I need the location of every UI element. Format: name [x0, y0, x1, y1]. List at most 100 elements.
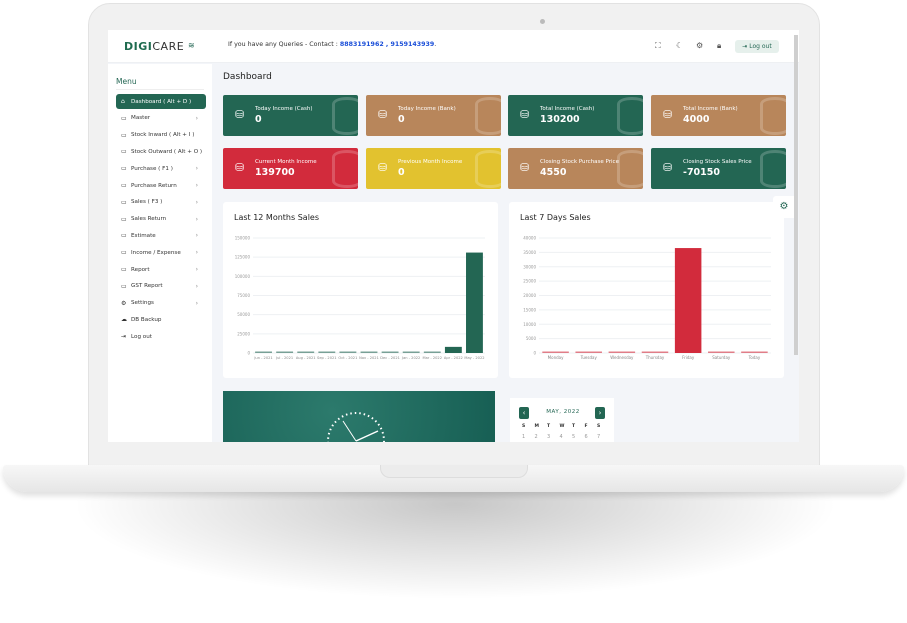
lock-icon[interactable]: 🔒︎: [717, 41, 722, 50]
analog-clock-icon: [327, 412, 385, 442]
sidebar-item[interactable]: ▭ Purchase Return ›: [116, 178, 206, 193]
bar: [741, 351, 768, 353]
calendar-prev-button[interactable]: ‹: [519, 407, 529, 419]
theme-settings-gear-icon[interactable]: ⚙: [773, 196, 795, 218]
x-tick-label: Apr - 2022: [444, 356, 463, 360]
bar: [402, 351, 420, 353]
y-tick-label: 75000: [237, 293, 250, 298]
database-watermark-icon: [617, 150, 643, 188]
sidebar-item[interactable]: ▭ Purchase ( F1 ) ›: [116, 161, 206, 176]
stat-value: 4000: [683, 114, 710, 125]
sidebar-item[interactable]: ⇥ Log out: [116, 329, 206, 344]
bar: [608, 351, 636, 353]
sidebar-item-label: Sales Return: [131, 216, 167, 223]
chart-title: Last 12 Months Sales: [234, 213, 320, 222]
x-tick-label: May - 2022: [464, 356, 484, 360]
sidebar-item[interactable]: ▭ Sales Return ›: [116, 212, 206, 227]
sidebar-item[interactable]: ▭ Sales ( F3 ) ›: [116, 195, 206, 210]
x-tick-label: Aug - 2021: [296, 356, 316, 360]
stat-value: -70150: [683, 167, 720, 178]
dark-mode-icon[interactable]: ☾: [676, 41, 684, 50]
bar: [381, 351, 399, 353]
y-tick-label: 125000: [235, 255, 251, 260]
bar: [255, 351, 272, 353]
top-header: DIGICARE ≋ If you have any Queries - Con…: [108, 30, 799, 63]
stat-value: 0: [255, 114, 262, 125]
sidebar-item[interactable]: ▭ Report ›: [116, 262, 206, 277]
y-tick-label: 30000: [523, 264, 536, 269]
fullscreen-icon[interactable]: ⛶: [655, 41, 661, 50]
chevron-right-icon: ›: [195, 114, 198, 122]
monitor-icon: ▭: [121, 165, 127, 173]
chevron-right-icon: ›: [195, 249, 198, 257]
sidebar-item-label: Log out: [131, 333, 152, 340]
monitor-icon: ▭: [121, 198, 127, 206]
chevron-right-icon: ›: [195, 282, 198, 290]
x-tick-label: Oct - 2021: [338, 356, 357, 360]
weekday-label: S: [522, 424, 526, 429]
sidebar: Menu ⌂ Dashboard ( Alt + D ) ▭ Master › ▭ Stoc…: [108, 64, 212, 442]
bar: [423, 351, 441, 353]
stat-label: Closing Stock Purchase Price: [540, 159, 619, 165]
weekday-label: T: [572, 424, 576, 429]
sidebar-item-label: Purchase ( F1 ): [131, 165, 173, 172]
stat-value: 0: [398, 167, 405, 178]
stat-label: Closing Stock Sales Price: [683, 159, 752, 165]
x-tick-label: Jul - 2021: [275, 356, 293, 360]
weekday-label: M: [534, 424, 539, 429]
sidebar-item[interactable]: ▭ GST Report ›: [116, 279, 206, 294]
sidebar-item[interactable]: ▭ Income / Expense ›: [116, 245, 206, 260]
stat-label: Total Income (Cash): [540, 106, 595, 112]
calendar-day[interactable]: 2: [534, 434, 538, 440]
scrollbar[interactable]: [794, 35, 798, 355]
chevron-right-icon: ›: [195, 165, 198, 173]
database-watermark-icon: [617, 97, 643, 135]
logout-button[interactable]: ⇥ Log out: [735, 40, 779, 53]
calendar-day[interactable]: 6: [584, 434, 588, 440]
menu-toggle-icon[interactable]: ≋: [188, 41, 195, 50]
sidebar-item[interactable]: ☁ DB Backup: [116, 312, 206, 327]
calendar-day[interactable]: 4: [559, 434, 563, 440]
x-tick-label: Tuesday: [580, 355, 598, 360]
bar: [466, 252, 483, 353]
weekday-label: T: [547, 424, 551, 429]
sidebar-item[interactable]: ⌂ Dashboard ( Alt + D ): [116, 94, 206, 109]
calendar-day[interactable]: 1: [522, 434, 526, 440]
sidebar-item[interactable]: ▭ Stock Inward ( Alt + I ): [116, 128, 206, 143]
calendar-day[interactable]: 7: [597, 434, 601, 440]
monitor-icon: ▭: [121, 182, 127, 189]
stat-label: Today Income (Cash): [255, 106, 313, 112]
y-tick-label: 25000: [523, 279, 536, 284]
sidebar-item[interactable]: ⚙ Settings ›: [116, 296, 206, 311]
sidebar-item-label: Report: [131, 266, 150, 273]
y-tick-label: 0: [247, 351, 250, 356]
sidebar-item[interactable]: ▭ Stock Outward ( Alt + O ): [116, 144, 206, 159]
stat-card: ⛁ Total Income (Cash) 130200: [508, 95, 643, 136]
y-tick-label: 40000: [523, 236, 536, 241]
sidebar-item[interactable]: ▭ Estimate ›: [116, 228, 206, 243]
menu-title: Menu: [116, 77, 137, 86]
database-icon: ⛁: [378, 161, 388, 174]
y-tick-label: 10000: [523, 322, 536, 327]
chevron-right-icon: ›: [195, 215, 198, 223]
database-icon: ⛁: [378, 108, 388, 121]
settings-icon[interactable]: ⚙: [696, 41, 704, 50]
sidebar-item-label: GST Report: [131, 283, 163, 290]
calendar-next-button[interactable]: ›: [595, 407, 605, 419]
contact-text: If you have any Queries - Contact : 8883…: [228, 41, 437, 48]
sidebar-item[interactable]: ▭ Master ›: [116, 111, 206, 126]
laptop-notch: [380, 465, 528, 478]
stat-card: ⛁ Today Income (Cash) 0: [223, 95, 358, 136]
chevron-right-icon: ›: [195, 232, 198, 240]
y-tick-label: 25000: [237, 331, 250, 336]
calendar-day[interactable]: 3: [547, 434, 551, 440]
stat-card: ⛁ Previous Month Income 0: [366, 148, 501, 189]
calendar-day[interactable]: 5: [572, 434, 576, 440]
stat-value: 0: [398, 114, 405, 125]
home-icon: ⌂: [121, 98, 125, 105]
database-watermark-icon: [475, 97, 501, 135]
monthly-sales-panel: Last 12 Months Sales 0 25000 50000 75000 100…: [223, 202, 498, 378]
sidebar-item-label: Master: [131, 115, 151, 122]
database-watermark-icon: [760, 97, 786, 135]
monitor-icon: ▭: [121, 232, 127, 240]
